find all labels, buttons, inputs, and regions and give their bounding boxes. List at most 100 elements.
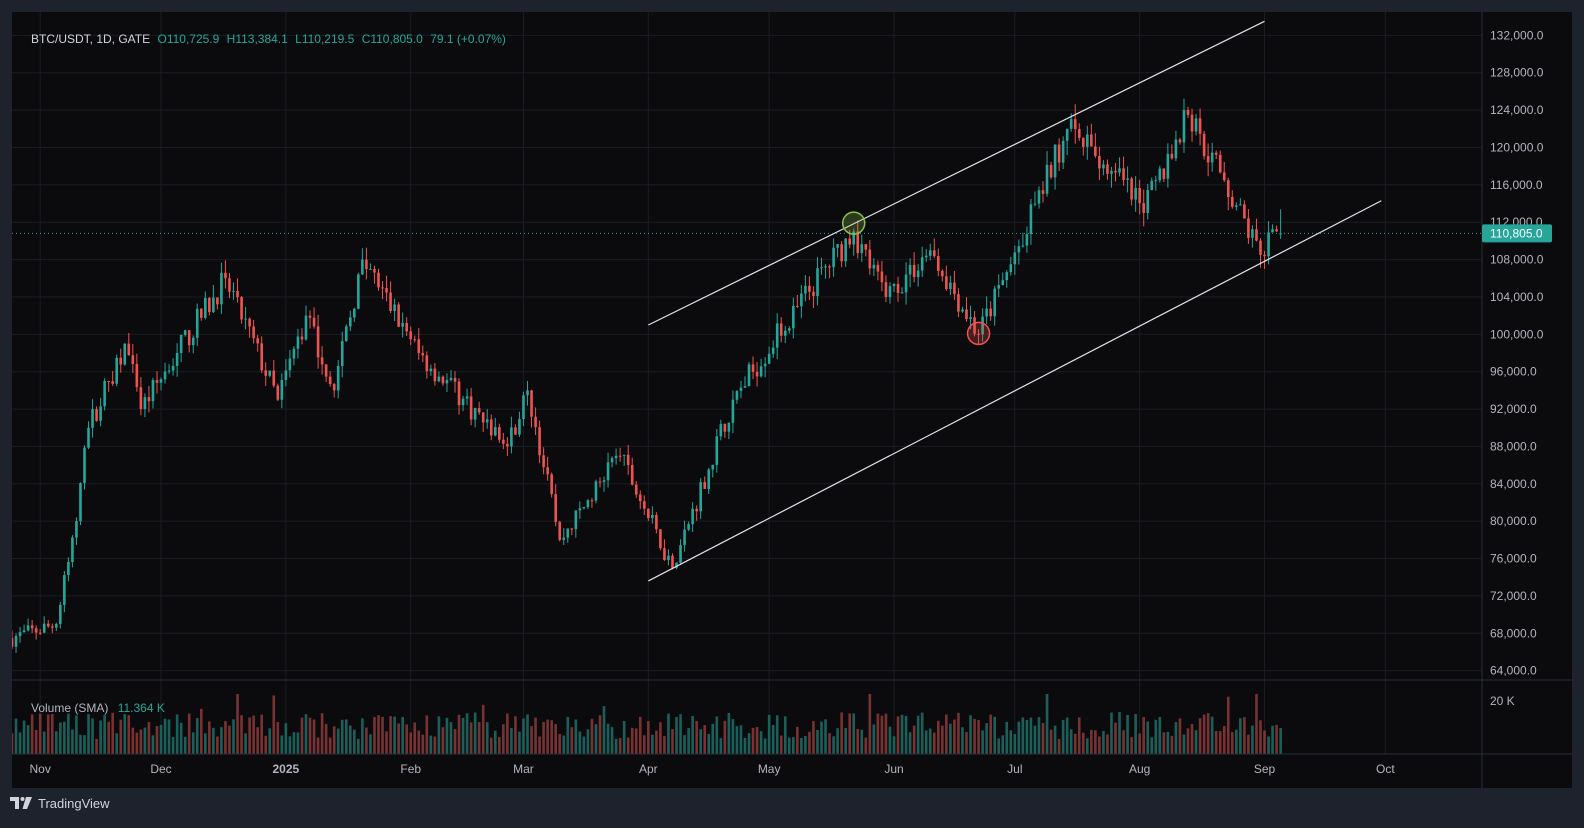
- volume-bar: [985, 723, 988, 754]
- volume-bar: [767, 714, 771, 754]
- candle-body: [1190, 114, 1194, 132]
- volume-bar: [876, 713, 880, 754]
- candle-body: [127, 343, 131, 356]
- volume-bar: [739, 725, 743, 754]
- candle-body: [159, 379, 163, 383]
- candle-body: [1033, 203, 1037, 205]
- volume-legend[interactable]: Volume (SMA) 11.364 K: [31, 701, 165, 715]
- volume-bar: [212, 727, 215, 754]
- volume-bar: [715, 716, 719, 754]
- volume-bar: [1045, 694, 1049, 754]
- volume-bar: [844, 727, 847, 754]
- high-value: H113,384.1: [226, 32, 288, 46]
- candle-body: [276, 385, 280, 400]
- volume-bar: [340, 719, 344, 754]
- candle-body: [957, 294, 960, 312]
- candle-body: [1118, 168, 1121, 173]
- candle-body: [1134, 188, 1137, 200]
- candle-body: [1271, 229, 1274, 233]
- candle-body: [131, 355, 135, 365]
- candles: [12, 98, 1282, 653]
- volume-bar: [775, 715, 779, 754]
- candle-body: [1126, 178, 1129, 180]
- volume-bar: [296, 732, 300, 754]
- price-tick-label: 68,000.0: [1490, 626, 1537, 640]
- volume-bar: [336, 728, 340, 754]
- candle-body: [95, 409, 98, 421]
- volume-bar: [828, 733, 831, 754]
- volume-bar: [1222, 726, 1226, 754]
- candle-body: [385, 288, 388, 293]
- volume-bar: [647, 721, 650, 754]
- volume-bar: [1122, 730, 1125, 754]
- candle-body: [1150, 180, 1154, 191]
- candle-body: [449, 377, 453, 381]
- volume-bar: [538, 736, 541, 754]
- volume-bar: [655, 730, 658, 754]
- volume-bar: [618, 738, 622, 754]
- candle-body: [1086, 134, 1089, 147]
- volume-bar: [1214, 730, 1218, 754]
- volume-bar: [900, 714, 904, 754]
- candle-body: [775, 323, 779, 348]
- volume-bar: [103, 714, 106, 754]
- volume-bar: [477, 721, 481, 754]
- candle-body: [292, 348, 296, 359]
- volume-bar: [1170, 735, 1174, 754]
- volume-bar: [1081, 732, 1085, 754]
- candle-body: [562, 537, 566, 540]
- volume-bar: [147, 721, 151, 754]
- candle-body: [900, 292, 904, 294]
- candle-body: [570, 528, 574, 530]
- candle-body: [1267, 232, 1270, 257]
- volume-bar: [1114, 722, 1117, 754]
- volume-bar: [530, 726, 533, 754]
- candle-body: [75, 521, 78, 538]
- volume-bar: [417, 730, 421, 754]
- symbol-legend[interactable]: BTC/USDT, 1D, GATE O110,725.9 H113,384.1…: [31, 32, 510, 46]
- volume-bar: [800, 737, 803, 754]
- candle-body: [896, 283, 900, 293]
- volume-bar: [445, 717, 449, 754]
- candle-body: [369, 268, 372, 270]
- candle-body: [63, 575, 66, 605]
- candle-body: [759, 366, 763, 377]
- candlestick-chart[interactable]: 132,000.0 128,000.0 124,000.0 120,000.0 116,…: [12, 12, 1572, 788]
- volume-bar: [119, 719, 123, 754]
- volume-bar: [643, 735, 646, 754]
- volume-bar: [711, 723, 715, 754]
- candle-body: [1259, 240, 1262, 255]
- volume-bar: [675, 716, 678, 754]
- volume-bar: [687, 728, 690, 754]
- volume-bar: [812, 721, 815, 754]
- time-tick-label: 2025: [273, 762, 300, 776]
- candle-body: [268, 370, 272, 376]
- candle-body: [115, 357, 119, 384]
- volume-bar: [228, 725, 231, 754]
- volume-indicator-name: Volume (SMA): [31, 701, 109, 715]
- candle-body: [687, 524, 690, 530]
- volume-bar: [344, 719, 348, 754]
- candle-body: [1029, 204, 1033, 235]
- candle-body: [703, 482, 707, 489]
- candle-body: [1122, 168, 1125, 180]
- volume-bar: [634, 728, 638, 754]
- candle-body: [381, 287, 384, 289]
- price-tick-label: 84,000.0: [1490, 477, 1537, 491]
- volume-bar: [498, 737, 501, 754]
- volume-bar: [1275, 724, 1278, 754]
- candle-body: [945, 276, 948, 290]
- candle-body: [743, 386, 747, 388]
- candle-body: [199, 308, 203, 318]
- candle-body: [417, 339, 421, 354]
- candle-body: [46, 623, 50, 627]
- change-value: 79.1 (+0.07%): [430, 32, 506, 46]
- volume-bar: [457, 714, 461, 754]
- candle-body: [1114, 170, 1117, 173]
- candle-body: [1102, 164, 1105, 169]
- candle-body: [1214, 152, 1218, 155]
- price-tick-label: 76,000.0: [1490, 552, 1537, 566]
- volume-bar: [107, 721, 110, 754]
- tradingview-brand[interactable]: TradingView: [10, 793, 110, 813]
- volume-bar: [953, 719, 956, 754]
